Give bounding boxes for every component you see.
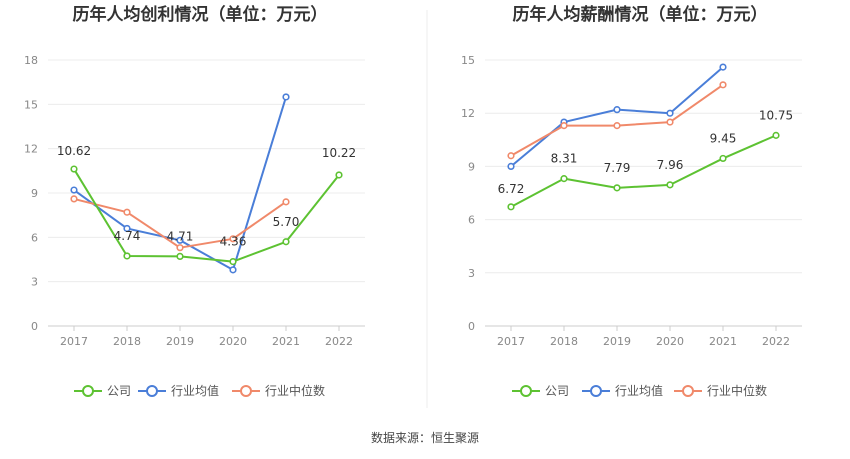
- y-tick-label: 6: [31, 231, 38, 244]
- data-point: [123, 252, 131, 260]
- data-label: 4.74: [114, 229, 141, 243]
- data-point: [229, 266, 237, 274]
- data-point: [613, 106, 621, 114]
- y-tick-label: 0: [468, 320, 475, 333]
- legend-swatch-marker: [146, 385, 158, 397]
- data-point: [335, 171, 343, 179]
- data-label: 10.22: [322, 146, 356, 160]
- y-tick-label: 0: [31, 320, 38, 333]
- data-point: [176, 236, 184, 244]
- data-point: [123, 224, 131, 233]
- data-point: [507, 162, 515, 170]
- series-line-行业均值: [510, 66, 724, 168]
- legend-label: 行业中位数: [265, 383, 325, 398]
- x-tick-label: 2020: [656, 335, 684, 348]
- data-point: [666, 109, 674, 117]
- data-point: [507, 203, 515, 211]
- data-point: [176, 244, 184, 252]
- data-point: [666, 118, 674, 126]
- legend-item[interactable]: 行业中位数: [674, 383, 767, 398]
- y-tick-label: 18: [24, 54, 38, 67]
- x-tick-label: 2021: [272, 335, 300, 348]
- x-tick-label: 2019: [166, 335, 194, 348]
- legend-swatch-marker: [590, 385, 602, 397]
- data-point: [70, 195, 78, 203]
- x-tick-label: 2020: [219, 335, 247, 348]
- x-tick-label: 2018: [550, 335, 578, 348]
- x-tick-label: 2022: [762, 335, 790, 348]
- x-tick-label: 2022: [325, 335, 353, 348]
- y-tick-label: 9: [468, 160, 475, 173]
- data-point: [282, 93, 290, 101]
- data-point: [719, 63, 727, 71]
- data-point: [613, 184, 621, 192]
- data-label: 5.70: [273, 215, 300, 229]
- data-point: [176, 252, 184, 260]
- data-point: [282, 238, 290, 246]
- series-line-公司: [510, 134, 777, 208]
- data-point: [719, 81, 727, 89]
- data-label: 9.45: [710, 131, 737, 145]
- legend-item[interactable]: 公司: [74, 384, 131, 398]
- data-point: [507, 152, 515, 160]
- legend-swatch-marker: [520, 385, 532, 397]
- x-tick-label: 2018: [113, 335, 141, 348]
- legend-label: 行业均值: [615, 383, 663, 398]
- data-label: 4.71: [167, 229, 194, 243]
- data-point: [70, 186, 78, 194]
- data-label: 10.62: [57, 144, 91, 158]
- data-point: [613, 122, 621, 130]
- data-point: [70, 165, 78, 173]
- x-tick-label: 2019: [603, 335, 631, 348]
- legend-swatch-marker: [82, 385, 94, 397]
- y-tick-label: 3: [31, 276, 38, 289]
- data-point: [229, 235, 237, 243]
- data-point: [719, 154, 727, 163]
- data-label: 7.96: [657, 158, 684, 172]
- data-label: 7.79: [604, 161, 631, 175]
- x-tick-label: 2017: [497, 335, 525, 348]
- chart-2: 历年人均薪酬情况（单位：万元） 0 3 6 9 12 15 2017 2018 2019 2020 2…: [461, 4, 802, 398]
- y-tick-label: 12: [461, 107, 475, 120]
- data-label: 10.75: [759, 108, 793, 122]
- legend-label: 公司: [545, 384, 569, 398]
- data-label: 6.72: [498, 182, 525, 196]
- data-point: [666, 181, 674, 189]
- legend-item[interactable]: 行业均值: [582, 383, 663, 398]
- y-tick-label: 9: [31, 187, 38, 200]
- data-point: [772, 131, 780, 139]
- x-tick-label: 2021: [709, 335, 737, 348]
- y-tick-label: 15: [24, 98, 38, 111]
- chart-1: 历年人均创利情况（单位：万元） 0 3 6 9 12 15 18 2017 2018 2019 202…: [24, 4, 365, 398]
- legend-swatch-marker: [240, 385, 252, 397]
- y-tick-label: 15: [461, 54, 475, 67]
- y-tick-label: 6: [468, 214, 475, 227]
- legend-item[interactable]: 行业中位数: [232, 383, 325, 398]
- data-point: [229, 257, 237, 266]
- legend-label: 行业中位数: [707, 383, 767, 398]
- data-point: [560, 122, 568, 130]
- y-tick-label: 3: [468, 267, 475, 280]
- legend-item[interactable]: 行业均值: [138, 383, 219, 398]
- y-tick-label: 12: [24, 143, 38, 156]
- data-label: 4.36: [220, 235, 247, 249]
- data-source-label: 数据来源：恒生聚源: [371, 430, 479, 445]
- data-point: [123, 208, 131, 216]
- legend-label: 公司: [107, 384, 131, 398]
- legend-swatch-marker: [682, 385, 694, 397]
- chart-title: 历年人均薪酬情况（单位：万元）: [513, 4, 768, 25]
- legend-label: 行业均值: [171, 383, 219, 398]
- series-line-公司: [73, 168, 340, 263]
- data-point: [282, 198, 290, 206]
- x-tick-label: 2017: [60, 335, 88, 348]
- legend-item[interactable]: 公司: [512, 384, 569, 398]
- chart-title: 历年人均创利情况（单位：万元）: [73, 4, 328, 25]
- series-line-行业均值: [73, 96, 287, 271]
- data-point: [560, 175, 568, 183]
- data-label: 8.31: [551, 152, 578, 166]
